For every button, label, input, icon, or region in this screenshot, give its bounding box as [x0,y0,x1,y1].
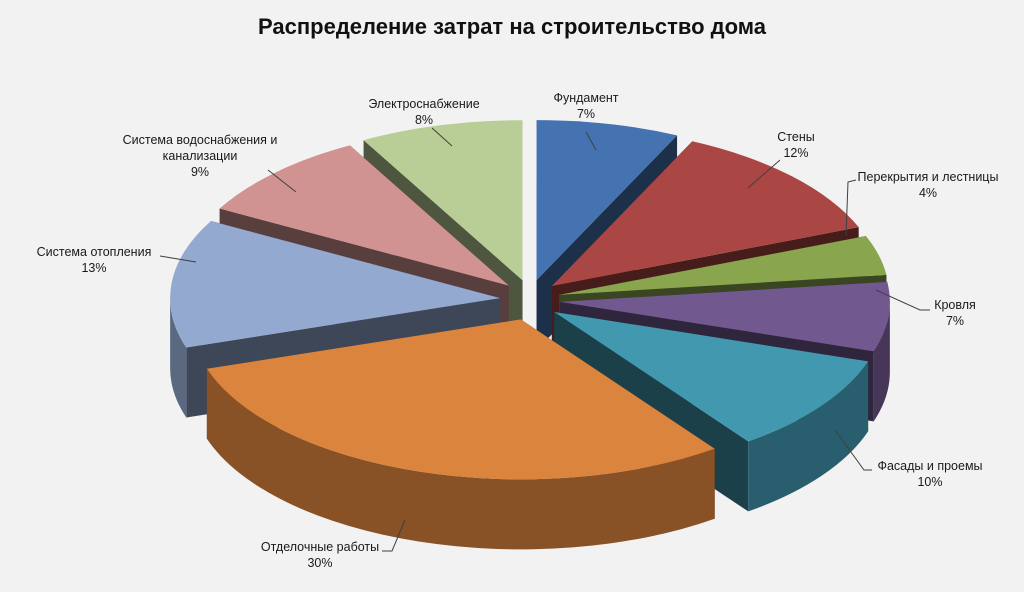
pie-slice-wall-5-0 [206,368,715,550]
slice-value-6: 13% [81,261,106,275]
pie-slice-top-6 [170,221,501,348]
slice-label-3: Кровля [934,298,976,312]
slice-value-1: 12% [783,146,808,160]
pie-labels: Фундамент 7% Стены 12% Перекрытия и лестницы… [37,91,999,570]
pie-slice-top-2 [559,236,887,295]
pie-slice-top-0 [536,120,678,281]
leader-line-3 [875,289,930,311]
slice-label-7-1: канализации [163,149,238,163]
slice-label-2: Перекрытия и лестницы [858,170,999,184]
pie-slice-wall-6-0 [170,298,187,418]
leader-line-2 [845,179,857,237]
slice-label-1: Стены [777,130,814,144]
pie-slice-top-4 [554,311,869,442]
pie-slice-top-1 [551,141,859,287]
pie-slice-top-8 [363,120,523,281]
slice-value-5: 30% [307,556,332,570]
pie-slice-wall-4-0 [748,361,869,512]
slice-label-0: Фундамент [553,91,618,105]
slice-label-5: Отделочные работы [261,540,379,554]
leader-line-4 [834,429,872,471]
pie-slice-top-7 [219,145,509,286]
slice-value-0: 7% [577,107,595,121]
pie-slices [170,120,890,550]
slice-value-8: 8% [415,113,433,127]
slice-value-3: 7% [946,314,964,328]
leader-line-6 [159,255,197,263]
slice-label-8: Электроснабжение [368,97,479,111]
pie-slice-5 [206,319,715,550]
pie-slice-wall-3-0 [873,301,890,422]
slice-label-7-0: Система водоснабжения и [123,133,278,147]
slice-value-4: 10% [917,475,942,489]
leader-line-1 [747,159,781,189]
slice-value-7: 9% [191,165,209,179]
pie-slice-top-3 [559,281,890,352]
leader-line-7 [267,169,297,193]
slice-label-4: Фасады и проемы [877,459,982,473]
pie-slice-top-5 [206,319,715,480]
leader-line-0 [585,131,597,151]
slice-value-2: 4% [919,186,937,200]
leader-line-8 [431,127,453,147]
slice-label-6: Система отопления [37,245,152,259]
leader-line-5 [382,519,406,552]
chart-title: Распределение затрат на строительство до… [258,14,766,39]
